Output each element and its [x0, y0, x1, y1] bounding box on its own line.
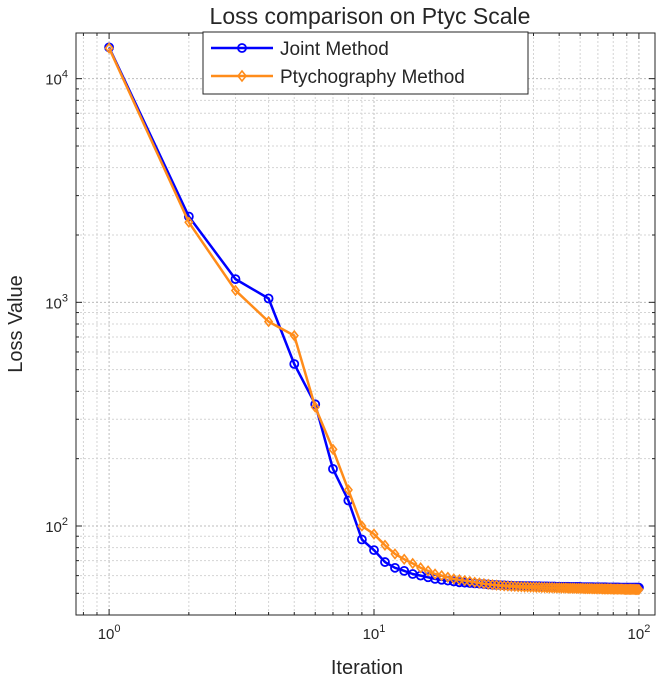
- data-point: [289, 359, 300, 369]
- grid: [76, 33, 655, 616]
- data-point: [630, 583, 641, 596]
- legend-box: [202, 31, 529, 95]
- legend-marker-ptychography: [236, 69, 248, 83]
- x-tick-label: 100: [98, 623, 121, 643]
- data-point: [230, 284, 241, 297]
- data-point: [633, 583, 643, 596]
- data-point: [263, 315, 274, 328]
- data-point: [519, 581, 530, 593]
- series-layer: [104, 42, 644, 596]
- data-point: [423, 565, 433, 577]
- data-point: [357, 520, 367, 532]
- data-point: [399, 565, 410, 576]
- data-point: [390, 548, 400, 560]
- data-point: [430, 568, 440, 580]
- data-point: [449, 573, 459, 585]
- data-point: [399, 553, 409, 566]
- data-point: [454, 573, 464, 586]
- data-point: [356, 534, 367, 545]
- chart-title: Loss comparison on Ptyc Scale: [210, 3, 531, 29]
- data-point: [390, 562, 400, 573]
- data-point: [184, 216, 194, 229]
- data-point: [631, 583, 642, 596]
- data-point: [230, 274, 241, 285]
- ticks: 100 101 102 102 103 104: [45, 33, 655, 643]
- y-axis-label: Loss Value: [5, 275, 27, 372]
- data-point: [522, 581, 533, 593]
- data-point: [380, 557, 390, 567]
- x-tick-label: 102: [628, 623, 651, 643]
- y-tick-label: 103: [45, 292, 68, 312]
- data-point: [263, 293, 274, 304]
- series-ptychography-method: [104, 42, 644, 596]
- data-point: [443, 571, 453, 584]
- data-point: [416, 562, 426, 574]
- y-tick-label: 104: [45, 69, 68, 89]
- legend-marker-joint: [237, 43, 247, 53]
- data-point: [408, 557, 418, 570]
- data-point: [510, 580, 520, 593]
- data-point: [506, 580, 516, 592]
- x-axis-label: Iteration: [331, 657, 403, 679]
- data-point: [104, 42, 114, 54]
- data-point: [343, 484, 353, 496]
- legend-label-joint: Joint Method: [280, 39, 389, 60]
- data-point: [328, 463, 338, 474]
- data-point: [310, 401, 320, 413]
- data-point: [513, 580, 523, 593]
- x-tick-label: 101: [363, 623, 386, 643]
- data-point: [328, 443, 338, 456]
- data-point: [369, 528, 379, 540]
- data-point: [634, 583, 644, 596]
- data-point: [380, 539, 390, 552]
- data-point: [516, 580, 527, 593]
- data-point: [369, 545, 379, 556]
- y-tick-label: 102: [45, 516, 68, 536]
- data-point: [503, 580, 513, 592]
- legend-label-ptychography: Ptychography Method: [280, 67, 465, 88]
- legend: Joint Method Ptychography Method: [202, 31, 529, 95]
- data-point: [289, 329, 299, 342]
- data-point: [437, 569, 447, 582]
- data-point: [525, 581, 536, 593]
